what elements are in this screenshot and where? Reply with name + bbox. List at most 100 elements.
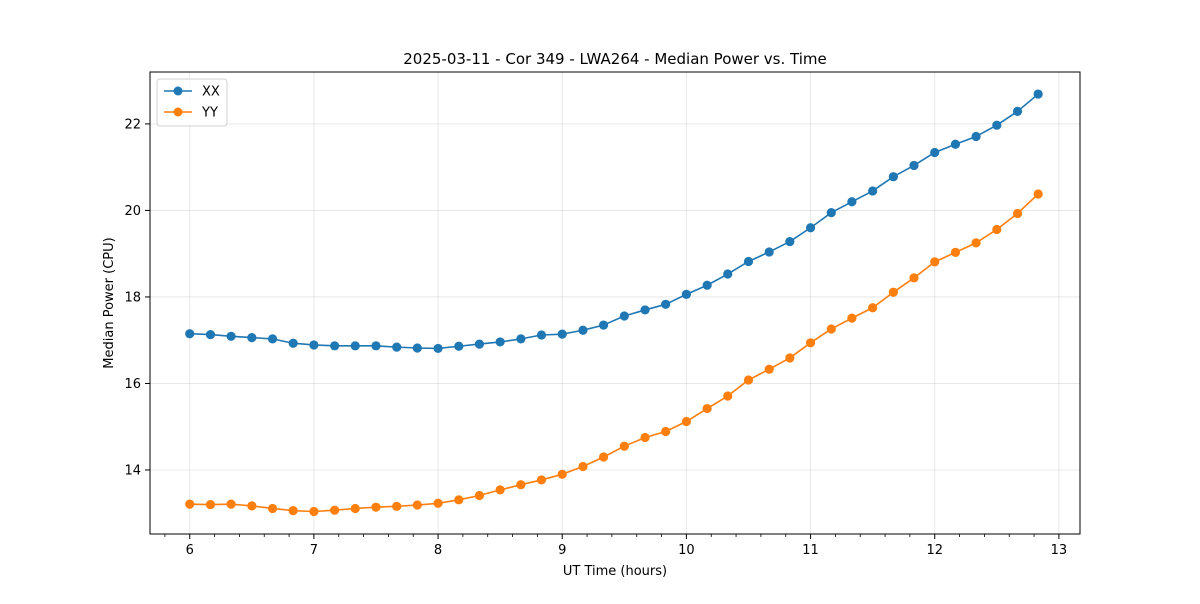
data-point-yy xyxy=(330,505,340,515)
data-point-yy xyxy=(909,273,919,283)
data-point-xx xyxy=(826,207,836,218)
data-point-yy xyxy=(888,287,898,297)
data-point-xx xyxy=(578,325,588,335)
y-axis-label: Median Power (CPU) xyxy=(102,237,117,368)
data-point-xx xyxy=(619,311,629,321)
data-point-yy xyxy=(578,461,588,472)
data-point-yy xyxy=(950,247,961,257)
data-point-yy xyxy=(619,441,629,451)
data-point-xx xyxy=(681,289,691,299)
x-tick-label: 7 xyxy=(310,543,318,558)
y-tick-label: 18 xyxy=(124,290,141,305)
data-point-xx xyxy=(702,280,712,290)
data-point-xx xyxy=(992,120,1002,130)
series-line-yy xyxy=(189,193,1039,513)
data-point-xx xyxy=(495,337,505,347)
data-point-yy xyxy=(309,506,319,517)
x-tick-label: 10 xyxy=(678,543,695,558)
data-point-yy xyxy=(495,485,505,495)
y-tick-label: 16 xyxy=(124,377,141,392)
data-point-xx xyxy=(640,305,650,315)
y-tick-label: 22 xyxy=(124,117,141,132)
y-tick-label: 20 xyxy=(124,204,141,219)
y-tick-label: 14 xyxy=(124,463,141,478)
data-point-xx xyxy=(412,343,422,353)
data-point-xx xyxy=(847,197,857,207)
data-point-xx xyxy=(805,223,816,233)
data-point-yy xyxy=(350,503,360,514)
data-point-xx xyxy=(226,331,236,341)
data-point-xx xyxy=(971,131,981,142)
plot-frame xyxy=(149,71,1081,535)
legend-label-xx: XX xyxy=(202,85,220,100)
data-point-xx xyxy=(598,320,609,330)
data-point-xx xyxy=(764,247,774,257)
data-point-xx xyxy=(371,341,381,351)
data-point-yy xyxy=(433,498,443,508)
data-point-xx xyxy=(557,329,567,339)
data-point-yy xyxy=(661,426,671,437)
data-point-xx xyxy=(785,236,795,247)
data-point-xx xyxy=(474,339,485,349)
data-point-xx xyxy=(723,269,733,279)
data-point-yy xyxy=(536,475,547,485)
data-point-yy xyxy=(454,495,464,505)
data-point-yy xyxy=(226,499,236,509)
data-point-yy xyxy=(516,480,526,490)
data-point-yy xyxy=(598,452,609,462)
data-point-xx xyxy=(516,334,526,344)
x-axis-label: UT Time (hours) xyxy=(563,564,667,579)
data-point-yy xyxy=(247,501,257,511)
data-point-yy xyxy=(785,353,795,363)
data-point-yy xyxy=(930,257,940,267)
grid-layer xyxy=(150,72,1080,534)
data-point-yy xyxy=(288,506,298,516)
data-point-xx xyxy=(950,139,961,149)
data-point-xx xyxy=(309,340,319,350)
data-point-xx xyxy=(392,342,402,352)
data-point-xx xyxy=(661,299,671,309)
data-point-xx xyxy=(909,160,919,171)
data-point-xx xyxy=(247,333,257,343)
series-line-xx xyxy=(189,93,1039,350)
data-point-xx xyxy=(1033,89,1043,99)
data-point-xx xyxy=(930,147,940,158)
data-point-xx xyxy=(888,172,898,182)
data-point-yy xyxy=(392,501,402,511)
data-point-yy xyxy=(185,499,195,509)
data-point-xx xyxy=(205,329,216,340)
data-point-xx xyxy=(267,334,278,344)
data-point-yy xyxy=(743,375,754,385)
data-point-xx xyxy=(868,186,878,196)
x-tick-label: 11 xyxy=(802,543,819,558)
data-point-yy xyxy=(971,238,981,248)
data-point-yy xyxy=(412,500,422,510)
legend-marker-xx xyxy=(173,86,183,96)
data-point-yy xyxy=(805,338,816,348)
legend-label-yy: YY xyxy=(201,106,218,121)
data-point-yy xyxy=(764,364,774,374)
data-point-yy xyxy=(557,469,567,479)
data-point-xx xyxy=(350,341,360,351)
legend-marker-yy xyxy=(173,107,183,117)
data-point-yy xyxy=(868,303,878,313)
data-point-yy xyxy=(681,416,691,427)
data-point-yy xyxy=(640,432,650,443)
data-point-yy xyxy=(992,224,1002,235)
x-tick-label: 13 xyxy=(1051,543,1068,558)
data-point-xx xyxy=(330,341,340,351)
data-point-yy xyxy=(205,499,216,510)
x-tick-label: 9 xyxy=(558,543,566,558)
axis-layer: 6 7 8 9 10 11 12 13 14 16 18 20 22 xyxy=(124,117,1067,558)
data-point-xx xyxy=(185,329,195,339)
data-point-yy xyxy=(371,502,381,512)
data-point-xx xyxy=(1012,106,1023,116)
data-point-yy xyxy=(723,391,733,401)
x-tick-label: 12 xyxy=(926,543,943,558)
data-point-yy xyxy=(826,324,836,334)
chart-title: 2025-03-11 - Cor 349 - LWA264 - Median P… xyxy=(403,50,827,68)
x-tick-label: 8 xyxy=(434,543,442,558)
data-point-xx xyxy=(433,343,443,354)
